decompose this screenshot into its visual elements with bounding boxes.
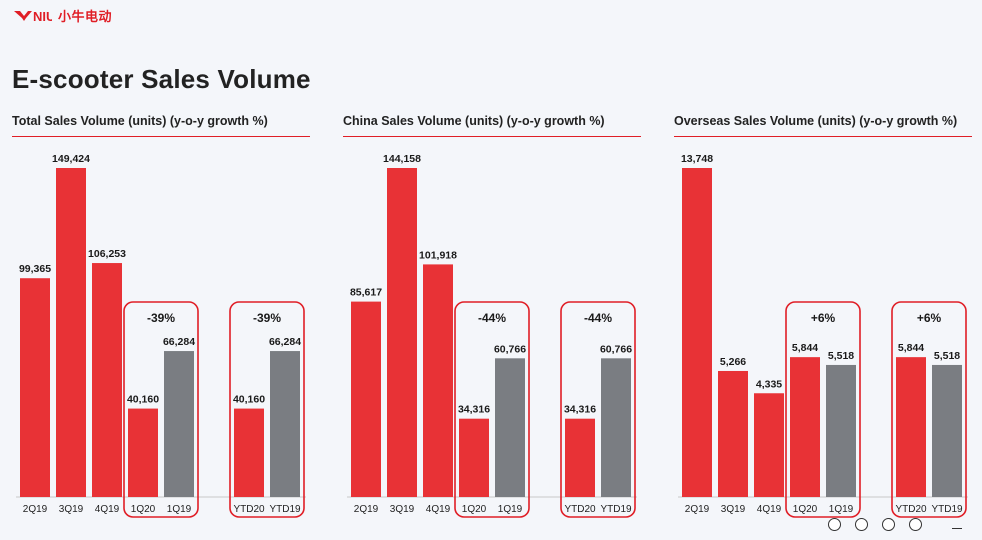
overseas-value-label: 5,518 bbox=[828, 350, 854, 362]
total-value-label: 66,284 bbox=[269, 336, 301, 348]
china-growth-label: -44% bbox=[478, 311, 506, 325]
overseas-bar-ytd20 bbox=[896, 357, 926, 497]
total-bar-1q19 bbox=[164, 351, 194, 497]
total-bar-ytd19 bbox=[270, 351, 300, 497]
overseas-comparison-box bbox=[785, 301, 861, 518]
total-title-rule bbox=[12, 136, 310, 137]
china-comparison-box bbox=[454, 301, 530, 518]
carousel-dots bbox=[828, 518, 922, 531]
china-category-label: 4Q19 bbox=[426, 504, 451, 515]
total-category-label: 1Q19 bbox=[167, 504, 192, 515]
china-value-label: 34,316 bbox=[564, 404, 596, 416]
overseas-category-label: YTD19 bbox=[931, 504, 963, 515]
china-category-label: 2Q19 bbox=[354, 504, 379, 515]
total-bar-2q19 bbox=[20, 278, 50, 497]
overseas-value-label: 5,844 bbox=[898, 342, 924, 354]
total-value-label: 149,424 bbox=[52, 153, 90, 165]
china-value-label: 60,766 bbox=[494, 343, 526, 355]
overseas-value-label: 4,335 bbox=[756, 378, 782, 390]
china-bar-ytd20 bbox=[565, 418, 595, 497]
overseas-bar-ytd19 bbox=[932, 364, 962, 497]
svg-text:NIU: NIU bbox=[33, 9, 52, 24]
total-category-label: 2Q19 bbox=[23, 504, 48, 515]
overseas-title-rule bbox=[674, 136, 972, 137]
china-category-label: 1Q19 bbox=[498, 504, 523, 515]
corner-mark bbox=[952, 528, 962, 529]
total-category-label: 4Q19 bbox=[95, 504, 120, 515]
overseas-growth-label: +6% bbox=[917, 311, 942, 325]
total-value-label: 99,365 bbox=[19, 263, 51, 275]
total-bar-4q19 bbox=[92, 263, 122, 497]
overseas-bar-1q20 bbox=[790, 357, 820, 497]
niu-logo: NIU 小牛电动 bbox=[12, 6, 112, 25]
total-category-label: YTD20 bbox=[233, 504, 265, 515]
total-category-label: 1Q20 bbox=[131, 504, 156, 515]
total-bar-1q20 bbox=[128, 408, 158, 497]
overseas-category-label: 3Q19 bbox=[721, 504, 746, 515]
china-growth-label: -44% bbox=[584, 311, 612, 325]
china-bar-4q19 bbox=[423, 264, 453, 497]
overseas-bar-1q19 bbox=[826, 364, 856, 497]
total-growth-label: -39% bbox=[147, 311, 175, 325]
total-value-label: 106,253 bbox=[88, 248, 126, 260]
china-category-label: 3Q19 bbox=[390, 504, 415, 515]
niu-logo-icon: NIU bbox=[14, 9, 52, 24]
china-category-label: YTD19 bbox=[600, 504, 632, 515]
china-value-label: 60,766 bbox=[600, 343, 632, 355]
carousel-dot[interactable] bbox=[909, 518, 922, 531]
total-value-label: 40,160 bbox=[233, 394, 265, 406]
total-category-label: YTD19 bbox=[269, 504, 301, 515]
china-chart-title: China Sales Volume (units) (y-o-y growth… bbox=[343, 114, 605, 128]
china-bar-ytd19 bbox=[601, 358, 631, 497]
overseas-value-label: 5,844 bbox=[792, 342, 818, 354]
overseas-category-label: 1Q19 bbox=[829, 504, 854, 515]
china-comparison-box bbox=[560, 301, 636, 518]
overseas-category-label: 2Q19 bbox=[685, 504, 710, 515]
overseas-bar-3q19 bbox=[718, 370, 748, 497]
china-value-label: 144,158 bbox=[383, 153, 421, 165]
total-category-label: 3Q19 bbox=[59, 504, 84, 515]
page-title: E-scooter Sales Volume bbox=[12, 64, 311, 94]
overseas-value-label: 5,518 bbox=[934, 350, 960, 362]
overseas-chart-title: Overseas Sales Volume (units) (y-o-y gro… bbox=[674, 114, 958, 128]
overseas-comparison-box bbox=[891, 301, 967, 518]
overseas-category-label: YTD20 bbox=[895, 504, 927, 515]
china-bar-2q19 bbox=[351, 301, 381, 497]
carousel-dot[interactable] bbox=[828, 518, 841, 531]
total-value-label: 40,160 bbox=[127, 394, 159, 406]
total-comparison-box bbox=[229, 301, 305, 518]
total-comparison-box bbox=[123, 301, 199, 518]
china-title-rule bbox=[343, 136, 641, 137]
overseas-value-label: 13,748 bbox=[681, 153, 713, 165]
china-bar-1q20 bbox=[459, 418, 489, 497]
china-category-label: YTD20 bbox=[564, 504, 596, 515]
total-bar-ytd20 bbox=[234, 408, 264, 497]
china-value-label: 34,316 bbox=[458, 404, 490, 416]
overseas-category-label: 4Q19 bbox=[757, 504, 782, 515]
china-value-label: 101,918 bbox=[419, 249, 457, 261]
total-growth-label: -39% bbox=[253, 311, 281, 325]
total-value-label: 66,284 bbox=[163, 336, 195, 348]
china-bar-3q19 bbox=[387, 168, 417, 497]
china-category-label: 1Q20 bbox=[462, 504, 487, 515]
total-chart-title: Total Sales Volume (units) (y-o-y growth… bbox=[12, 114, 268, 128]
china-value-label: 85,617 bbox=[350, 287, 382, 299]
total-bar-3q19 bbox=[56, 168, 86, 497]
overseas-value-label: 5,266 bbox=[720, 356, 746, 368]
carousel-dot[interactable] bbox=[882, 518, 895, 531]
brand-chinese-name: 小牛电动 bbox=[58, 9, 113, 24]
carousel-dot[interactable] bbox=[855, 518, 868, 531]
overseas-growth-label: +6% bbox=[811, 311, 836, 325]
overseas-bar-4q19 bbox=[754, 393, 784, 497]
china-bar-1q19 bbox=[495, 358, 525, 497]
overseas-bar-2q19 bbox=[682, 168, 712, 497]
overseas-category-label: 1Q20 bbox=[793, 504, 818, 515]
